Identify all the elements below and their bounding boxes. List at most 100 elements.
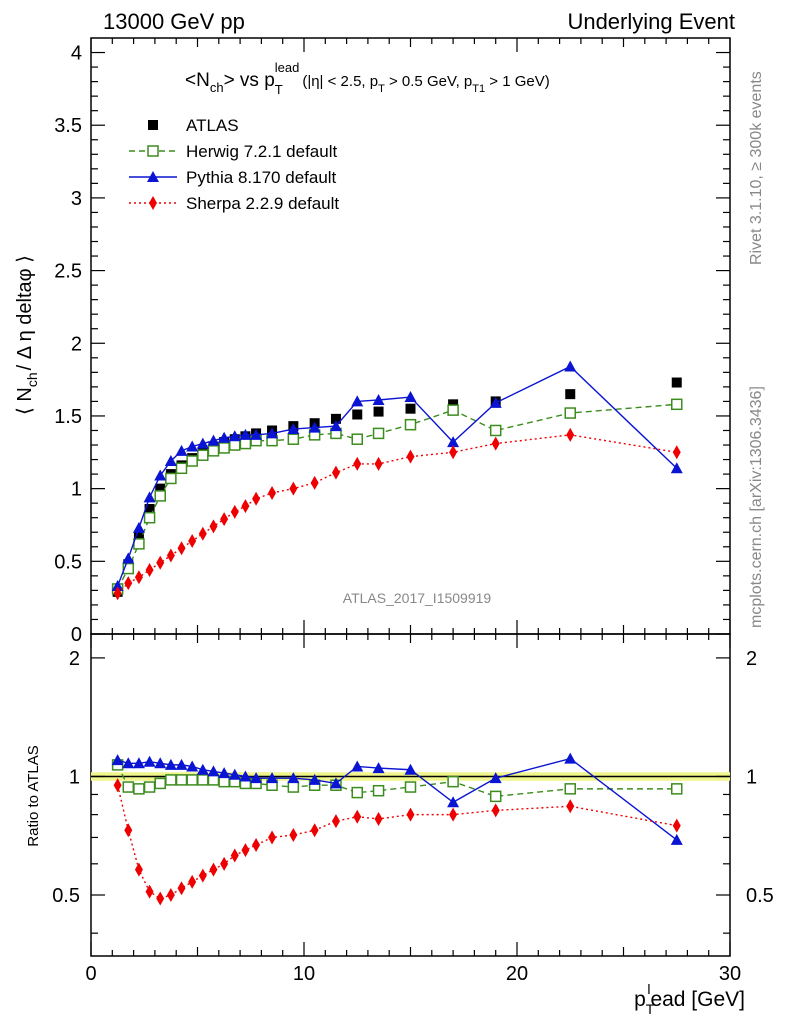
data-point — [230, 504, 239, 519]
data-point — [565, 389, 576, 400]
data-point — [351, 433, 363, 445]
data-point — [449, 445, 458, 460]
ratio-point — [329, 777, 342, 789]
analysis-watermark: ATLAS_2017_I1509919 — [343, 590, 492, 606]
data-point — [177, 541, 186, 556]
data-point — [287, 433, 300, 445]
data-point — [175, 462, 188, 475]
data-point — [266, 427, 279, 439]
data-point — [447, 404, 459, 416]
ratio-point — [672, 818, 681, 833]
legend: ATLAS Herwig 7.2.1 default Pythia 8.170 de… — [129, 116, 339, 213]
ratio-point — [209, 862, 218, 877]
data-point — [310, 475, 319, 490]
ratio-point — [188, 874, 197, 889]
ratio-point — [491, 803, 500, 818]
ratio-point — [489, 772, 502, 784]
data-point — [218, 442, 230, 454]
ratio-point — [133, 783, 145, 795]
legend-label: Herwig 7.2.1 default — [186, 142, 337, 161]
ratio-point — [239, 770, 252, 782]
rivet-label: Rivet 3.1.10, ≥ 300k events — [748, 71, 765, 265]
data-point — [268, 485, 277, 500]
data-point — [122, 562, 135, 575]
ratio-point — [228, 768, 241, 780]
ratio-point — [564, 752, 577, 764]
x-tick-label: 20 — [506, 963, 528, 985]
data-point — [373, 406, 384, 417]
data-point — [374, 456, 383, 471]
ratio-point — [241, 843, 250, 858]
series-layer — [111, 360, 683, 906]
series-line-1 — [117, 403, 677, 590]
legend-marker — [147, 171, 159, 182]
ratio-point — [113, 778, 122, 793]
ratio-point — [447, 775, 459, 788]
ratio-y-tick-label: 1 — [746, 766, 757, 788]
ratio-point — [372, 784, 385, 797]
ratio-point — [287, 781, 300, 793]
data-point — [448, 399, 459, 410]
ratio-point — [186, 774, 198, 786]
series-line-2 — [116, 365, 678, 587]
ratio-point — [122, 757, 135, 769]
data-point — [133, 531, 144, 542]
ratio-point — [671, 783, 683, 795]
x-axis-label: pTlead [GeV] — [634, 981, 745, 1017]
data-point — [196, 437, 209, 449]
data-point — [218, 431, 231, 443]
ratio-point — [289, 828, 298, 843]
ratio-point — [566, 799, 575, 814]
data-point — [404, 418, 417, 431]
ratio-y-tick-label: 2 — [746, 648, 757, 670]
ratio-point — [145, 884, 154, 899]
data-point — [372, 393, 385, 405]
ratio-point — [175, 758, 188, 770]
ratio-point — [230, 848, 239, 863]
ratio-point — [164, 758, 177, 770]
ratio-point — [353, 809, 362, 824]
y-tick-label: 3.5 — [54, 115, 82, 137]
data-point — [207, 445, 220, 457]
y-tick-label: 0.5 — [54, 551, 82, 573]
ratio-point — [670, 833, 683, 845]
data-point — [207, 434, 220, 446]
data-point — [447, 436, 460, 448]
ratio-point — [220, 856, 229, 871]
data-point — [144, 503, 155, 514]
ratio-point — [207, 774, 220, 786]
data-point — [672, 445, 681, 460]
legend-marker — [148, 120, 158, 130]
data-point — [287, 423, 300, 435]
x-tick-label: 0 — [85, 963, 96, 985]
data-point — [566, 427, 575, 442]
data-point — [164, 455, 177, 467]
ratio-y-tick-label: 2 — [69, 648, 80, 670]
data-point — [154, 490, 166, 502]
ratio-point — [207, 765, 220, 777]
ratio-point — [564, 783, 576, 795]
data-point — [143, 511, 156, 524]
data-point — [241, 499, 250, 514]
ratio-point — [308, 773, 321, 785]
data-point — [175, 444, 188, 456]
ratio-point — [404, 781, 417, 793]
ratio-point — [331, 814, 340, 829]
y-tick-label: 1 — [71, 479, 82, 501]
data-point — [564, 407, 576, 419]
ratio-point — [351, 786, 363, 799]
y-tick-label: 1.5 — [54, 406, 82, 428]
y-tick-label: 0 — [71, 624, 82, 646]
legend-label: Pythia 8.170 default — [186, 168, 337, 187]
ratio-point — [177, 881, 186, 896]
ratio-point — [143, 781, 156, 793]
legend-label: ATLAS — [186, 116, 239, 135]
data-point — [197, 449, 209, 461]
ratio-y-tick-label: 0.5 — [746, 885, 774, 907]
y-tick-label: 2.5 — [54, 261, 82, 283]
ratio-point — [156, 891, 165, 906]
legend-label: Sherpa 2.2.9 default — [186, 194, 339, 213]
data-point — [156, 555, 165, 570]
ratio-point — [310, 823, 319, 838]
